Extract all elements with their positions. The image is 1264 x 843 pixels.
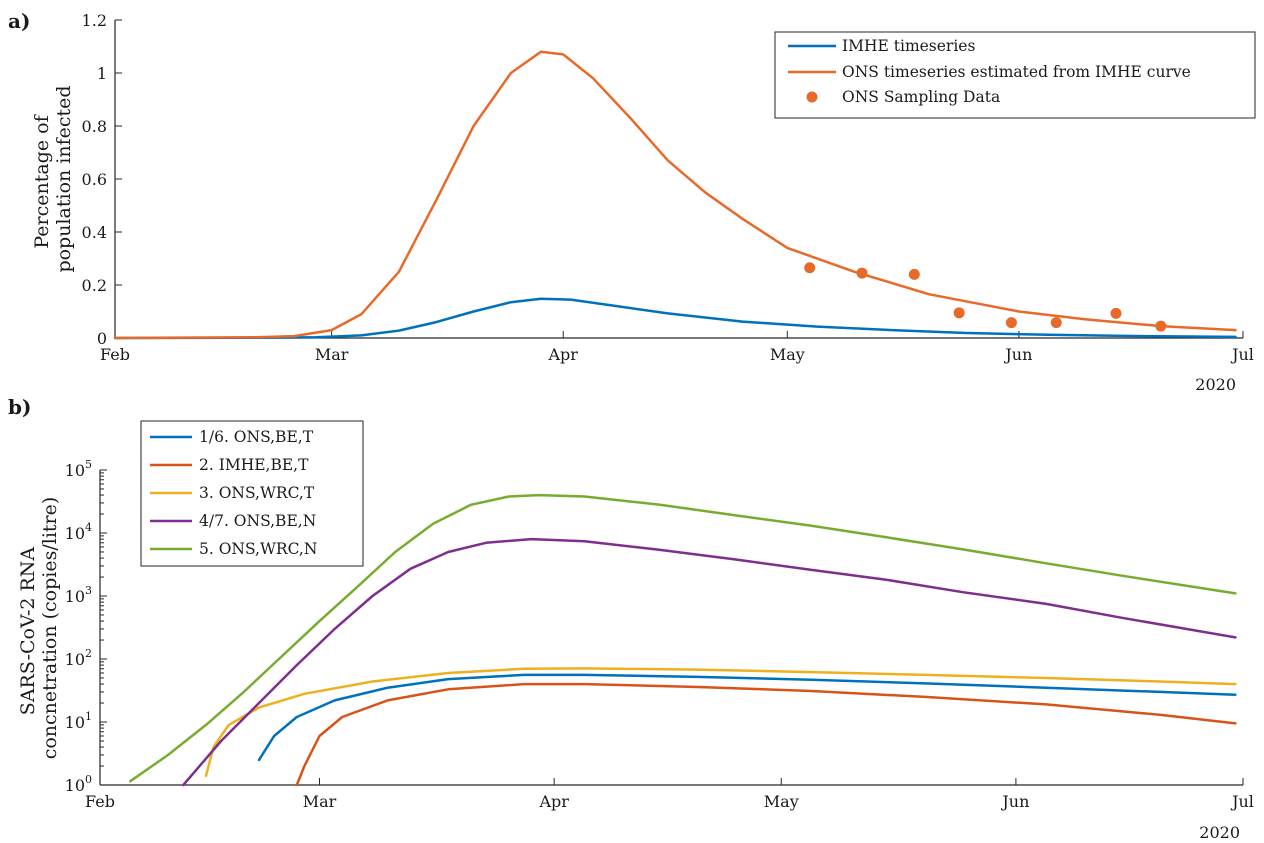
panel-b-ytick-label: 102 [65,647,92,669]
panel-b-ylabel: SARS-CoV-2 RNA concnetration (copies/lit… [17,497,61,760]
panel-b-year-label: 2020 [1199,823,1240,842]
panel-b: b) SARS-CoV-2 RNA concnetration (copies/… [8,395,1254,842]
series-line-1-6-ons-be-t [257,673,1237,762]
panel-b-label: b) [8,395,31,419]
panel-a-xtick-label: Apr [547,345,578,364]
panel-b-ylabel-line2: concnetration (copies/litre) [39,497,61,760]
data-point-ons-sampling-data [804,262,816,274]
data-point-ons-sampling-data [1050,317,1062,329]
panel-b-xtick-label: Jul [1230,792,1254,811]
series-line-imhe-timeseries [113,297,1237,340]
panel-a-xtick-label: Feb [100,345,130,364]
panel-a-label: a) [8,9,30,33]
series-line-5-ons-wrc-n [129,493,1237,783]
series-line-ons-timeseries-estimated-from-imhe-curve [113,50,1237,340]
data-point-ons-sampling-data [908,268,920,280]
data-point-ons-sampling-data [1005,317,1017,329]
data-point-ons-sampling-data [1155,320,1167,332]
panel-b-ylabel-line1: SARS-CoV-2 RNA [17,547,39,716]
panel-b-series [129,493,1237,787]
legend-label-ons-be-t: 1/6. ONS,BE,T [199,428,314,446]
data-point-ons-sampling-data [953,307,965,319]
panel-b-xtick-label: Jun [1000,792,1029,811]
legend-label-ons-sampling-data: ONS Sampling Data [842,88,1000,106]
panel-a-ytick-label: 1 [97,64,107,83]
panel-b-xtick-label: Mar [303,792,337,811]
panel-a-xtick-label: Jul [1230,345,1254,364]
panel-a-ytick-label: 0.6 [82,170,107,189]
panel-b-xtick-label: Feb [85,792,115,811]
panel-a-legend: IMHE timeseries ONS timeseries estimated… [774,31,1256,119]
data-point-ons-sampling-data [856,267,868,279]
legend-marker-ons-sampling-data [806,91,818,103]
panel-a-year-label: 2020 [1195,375,1236,394]
series-line-2-imhe-be-t [295,682,1237,787]
panel-a-ylabel: Percentage of population infected [31,85,75,272]
panel-a-xtick-label: Mar [315,345,349,364]
panel-a-ytick-label: 0.4 [82,223,107,242]
panel-a-legend-box [774,31,1256,119]
panel-b-xtick-label: May [764,792,799,811]
panel-a-ytick-label: 1.2 [82,11,107,30]
panel-b-ytick-label: 103 [65,584,92,606]
series-line-3-ons-wrc-t [204,667,1237,778]
panel-a-ytick-label: 0 [97,329,107,348]
legend-label-ons-wrc-n: 5. ONS,WRC,N [199,540,317,558]
panel-a-ylabel-line1: Percentage of [31,113,53,248]
legend-label-imhe-be-t: 2. IMHE,BE,T [199,456,309,474]
panel-b-ytick-label: 100 [65,773,92,795]
panel-a-xtick-label: May [770,345,805,364]
series-line-4-7-ons-be-n [182,537,1237,787]
legend-label-ons-wrc-t: 3. ONS,WRC,T [199,484,315,502]
panel-b-legend: 1/6. ONS,BE,T 2. IMHE,BE,T 3. ONS,WRC,T … [140,420,364,567]
panel-b-xtick-label: Apr [538,792,569,811]
panel-a-ytick-label: 0.8 [82,117,107,136]
panel-a-series [113,50,1237,340]
panel-a: a) Percentage of population infected Feb… [8,9,1256,394]
data-point-ons-sampling-data [1110,307,1122,319]
panel-a-ytick-label: 0.2 [82,276,107,295]
panel-b-ytick-label: 101 [65,710,92,732]
panel-a-ylabel-line2: population infected [53,85,75,272]
legend-label-imhe-timeseries: IMHE timeseries [842,37,975,55]
panel-a-xtick-label: Jun [1003,345,1032,364]
panel-b-ytick-label: 105 [65,458,92,480]
panel-b-axes: Feb Mar Apr May Jun Jul 100 101 102 103 104 105 [65,458,1254,811]
legend-label-ons-be-n: 4/7. ONS,BE,N [199,512,316,530]
panel-b-ytick-label: 104 [65,521,92,543]
legend-label-ons-timeseries: ONS timeseries estimated from IMHE curve [842,63,1191,81]
